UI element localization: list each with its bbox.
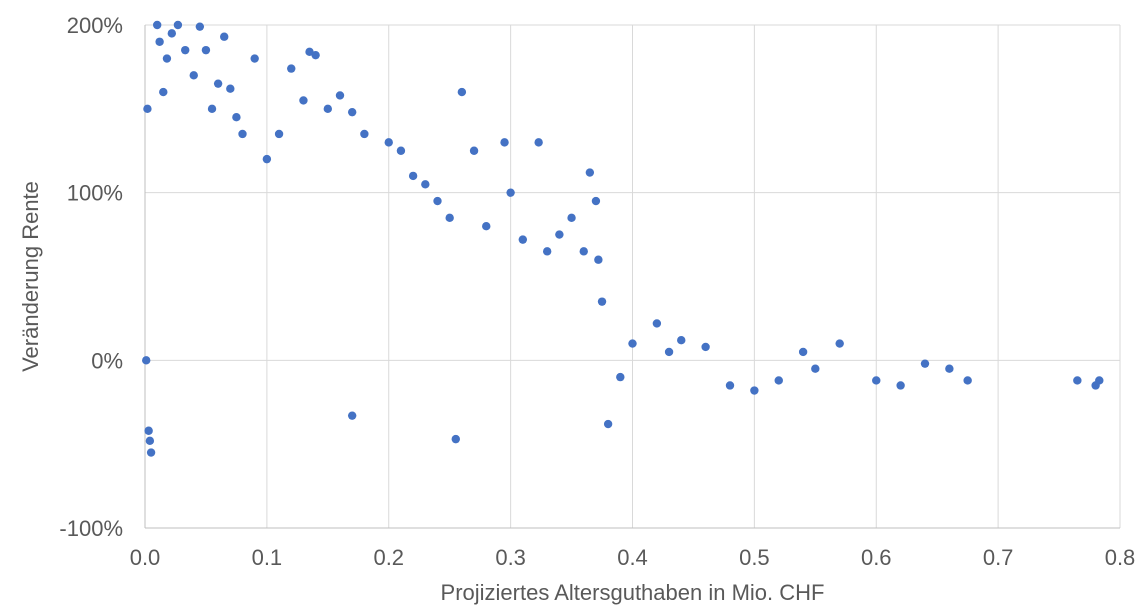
y-tick-label: -100% [59,516,123,541]
data-point [152,20,162,30]
data-point [347,107,357,117]
x-tick-label: 0.6 [861,545,892,570]
data-point [142,356,151,365]
data-point [433,196,442,206]
data-point [579,247,588,256]
data-point [323,104,333,114]
data-point [701,342,710,352]
data-point [567,213,576,223]
data-point [159,87,168,97]
data-point [534,138,543,147]
data-point [518,235,528,244]
data-point [482,222,491,231]
data-point [597,297,607,306]
x-tick-label: 0.4 [617,545,648,570]
data-point [396,146,406,155]
data-point [963,376,972,385]
y-tick-label: 100% [67,181,123,206]
data-point [384,138,393,147]
y-tick-label: 200% [67,13,123,38]
x-tick-label: 0.1 [252,545,283,570]
data-point [506,188,515,197]
tick-labels: 0.0 0.1 0.2 0.3 0.4 0.5 0.6 0.7 0.8 -100% 0% 100% 20… [59,13,1135,570]
data-point [226,84,235,93]
data-point [173,20,183,30]
data-point [274,129,284,139]
data-point [408,171,418,181]
data-point [652,319,662,328]
data-point [811,364,820,373]
gridlines [145,24,1121,528]
data-point [201,45,211,55]
data-point [628,339,637,348]
data-point [155,37,164,46]
data-point [238,129,247,139]
data-point [945,364,954,373]
data-point [920,359,930,368]
data-point [162,54,172,63]
data-point [750,386,759,395]
data-point [421,180,430,189]
data-point [555,230,564,239]
data-point [664,347,674,357]
data-point [299,96,308,105]
data-point [594,255,603,264]
data-point [835,339,844,348]
data-point [262,154,272,164]
data-point [457,87,467,97]
data-point [335,91,345,100]
data-point [145,436,155,446]
data-point [872,376,881,385]
data-points [142,20,1104,457]
data-point [213,79,223,88]
data-point [896,381,905,390]
data-point [347,411,357,420]
data-point [311,50,320,60]
data-point [445,213,454,223]
data-point [774,376,783,385]
data-point [181,45,190,55]
data-point [167,29,177,38]
x-tick-label: 0.2 [373,545,404,570]
data-point [591,196,601,206]
y-axis-title: Veränderung Rente [18,181,43,372]
x-axis-title: Projiziertes Altersguthaben in Mio. CHF [441,580,825,605]
data-point [603,419,613,429]
data-point [451,434,460,444]
data-point [585,168,595,177]
data-point [250,54,259,63]
data-point [725,381,735,390]
data-point [189,71,198,80]
y-tick-label: 0% [91,348,123,373]
data-point [207,104,217,114]
data-point [500,138,509,147]
data-point [146,448,156,457]
x-tick-label: 0.0 [130,545,161,570]
data-point [144,426,153,435]
x-tick-label: 0.8 [1105,545,1136,570]
x-tick-label: 0.7 [983,545,1014,570]
x-tick-label: 0.5 [739,545,770,570]
data-point [287,64,296,73]
data-point [542,247,552,256]
data-point [469,146,479,155]
data-point [677,336,686,345]
data-point [232,113,241,122]
data-point [798,347,808,357]
data-point [143,104,152,114]
x-tick-label: 0.3 [495,545,526,570]
data-point [1073,376,1082,385]
data-point [220,32,229,41]
data-point [360,129,369,139]
data-point [616,372,625,382]
data-point [195,22,205,31]
data-point [1095,376,1104,385]
